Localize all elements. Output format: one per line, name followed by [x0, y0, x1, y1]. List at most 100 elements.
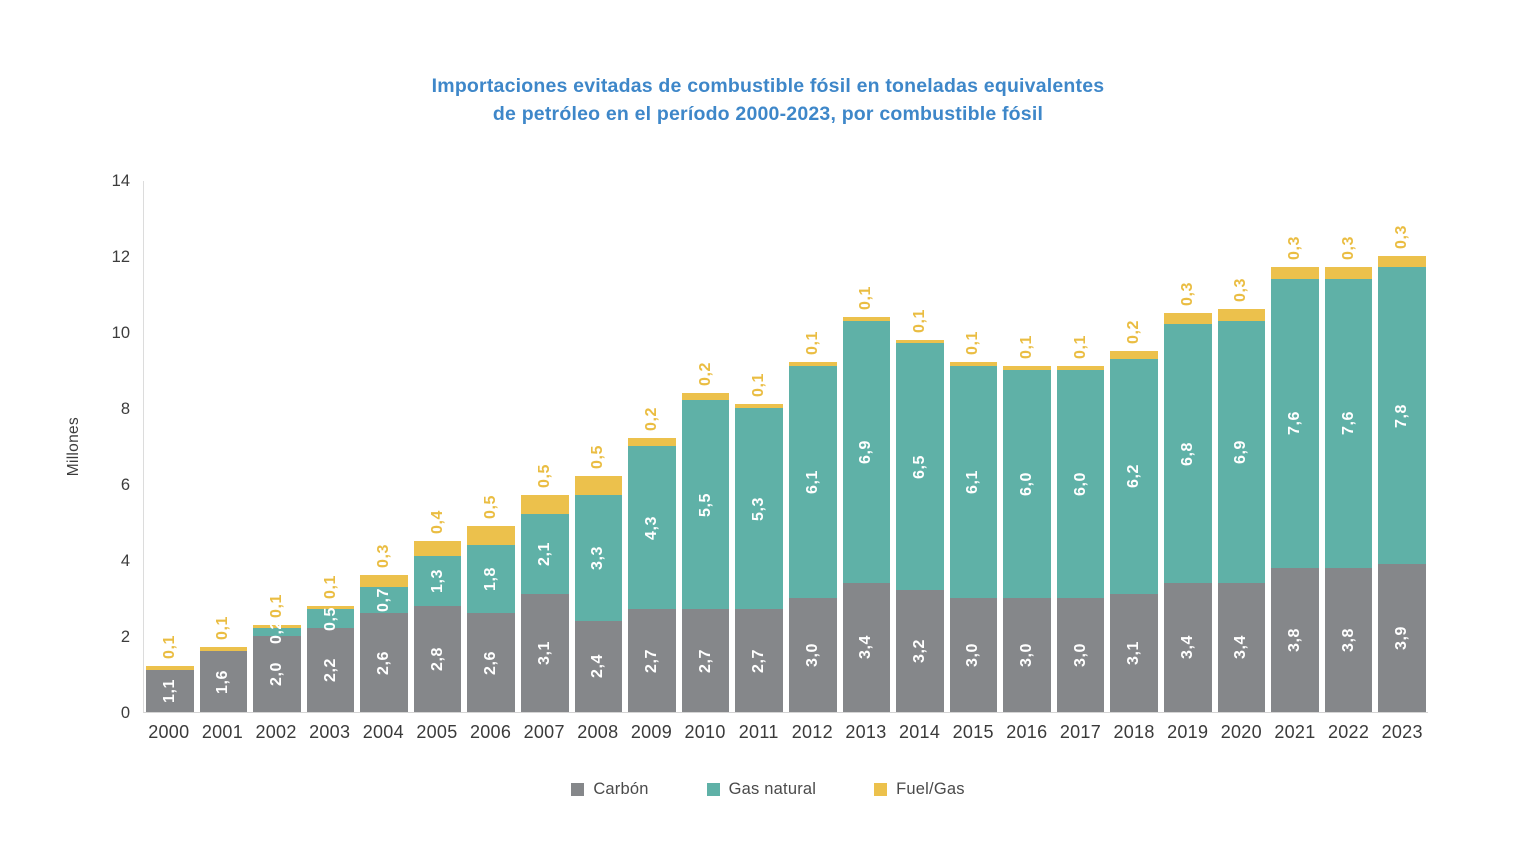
y-axis-title-text: Millones [65, 417, 82, 477]
bar-2021: 0,3 7,6 3,8 [1271, 181, 1319, 712]
fuel-value-label: 0,5 [482, 494, 500, 519]
bar-2019: 0,3 6,8 3,4 [1163, 181, 1212, 712]
segment-fuel-gas-2001 [199, 647, 248, 652]
segment-value-label: 2,6 [375, 650, 393, 675]
segment-value-label: 2,2 [321, 658, 339, 683]
segment-gas-natural-2013: 6,9 [842, 320, 891, 583]
segment-fuel-gas-2008 [574, 476, 623, 496]
segment-carb-n-2021: 3,8 [1271, 567, 1319, 712]
segment-carb-n-2011: 2,7 [735, 609, 783, 712]
x-label-2008: 2008 [577, 722, 619, 742]
bar-2009: 0,2 4,3 2,7 [628, 181, 676, 712]
segment-carb-n-2005: 2,8 [413, 605, 462, 712]
segment-value-label: 3,8 [1285, 627, 1303, 652]
segment-value-label: 2,7 [642, 648, 660, 673]
bar-2023: 0,3 7,8 3,9 [1378, 181, 1426, 712]
bar-2012: 0,1 6,1 3,0 [788, 181, 837, 712]
segment-carb-n-2010: 2,7 [681, 609, 730, 712]
bar-2007: 0,5 2,1 3,1 [521, 181, 569, 712]
segment-value-label: 3,8 [1339, 627, 1357, 652]
y-tick-0: 0 [120, 704, 130, 722]
segment-fuel-gas-2020 [1217, 309, 1266, 321]
y-axis-ticks: 0 2 4 6 8 10 12 14 [90, 172, 130, 722]
segment-gas-natural-2021: 7,6 [1271, 278, 1319, 568]
segment-fuel-gas-2017 [1056, 366, 1105, 370]
segment-value-label: 2,4 [589, 654, 607, 679]
segment-carb-n-2008: 2,4 [574, 620, 623, 712]
y-axis-title: Millones [62, 181, 86, 713]
x-label-2011: 2011 [738, 722, 779, 742]
segment-carb-n-2016: 3,0 [1003, 598, 1051, 712]
segment-value-label: 3,1 [1125, 641, 1143, 666]
x-label-2015: 2015 [952, 722, 994, 742]
bar-2004: 0,3 0,7 2,6 [360, 181, 408, 712]
fuel-value-label: 0,5 [589, 445, 607, 470]
segment-value-label: 0,7 [375, 587, 393, 612]
fuel-value-label: 0,1 [857, 285, 875, 310]
segment-gas-natural-2010: 5,5 [681, 400, 730, 610]
segment-value-label: 3,0 [1071, 642, 1089, 668]
segment-value-label: 6,9 [1232, 439, 1250, 464]
segment-value-label: 3,4 [1232, 635, 1250, 660]
y-tick-14: 14 [111, 172, 130, 190]
segment-value-label: 2,1 [535, 542, 553, 567]
segment-gas-natural-2006: 1,8 [467, 544, 516, 614]
fuel-value-label: 0,1 [803, 331, 821, 356]
x-label-2000: 2000 [148, 722, 190, 742]
segment-fuel-gas-2015 [949, 362, 998, 367]
segment-value-label: 3,0 [803, 642, 821, 668]
segment-value-label: 0,5 [321, 606, 339, 631]
chart-title-line1: Importaciones evitadas de combustible fó… [431, 75, 1105, 97]
segment-carb-n-2012: 3,0 [788, 598, 837, 712]
segment-carb-n-2002: 2,0 [253, 636, 301, 712]
segment-value-label: 1,8 [482, 566, 500, 592]
bar-2014: 0,1 6,5 3,2 [896, 181, 944, 712]
segment-value-label: 2,6 [482, 650, 500, 675]
legend-item-gas-natural: Gas natural [706, 780, 817, 799]
fuel-value-label: 0,5 [535, 464, 553, 489]
segment-fuel-gas-2012 [788, 362, 837, 367]
x-label-2022: 2022 [1327, 722, 1370, 742]
segment-carb-n-2001: 1,6 [199, 651, 248, 712]
segment-fuel-gas-2005 [413, 541, 462, 557]
y-tick-6: 6 [120, 476, 130, 494]
bar-2016: 0,1 6,0 3,0 [1003, 181, 1051, 712]
segment-value-label: 3,1 [535, 641, 553, 666]
x-label-2005: 2005 [416, 722, 458, 742]
segment-value-label: 2,7 [696, 648, 714, 673]
segment-fuel-gas-2013 [842, 316, 891, 321]
segment-gas-natural-2003: 0,5 [306, 606, 355, 631]
segment-carb-n-2014: 3,2 [896, 590, 944, 712]
segment-carb-n-2020: 3,4 [1217, 582, 1266, 712]
segment-fuel-gas-2009 [628, 438, 676, 447]
fuel-value-label: 0,4 [428, 509, 446, 534]
segment-gas-natural-2002: 0,2 [253, 620, 301, 644]
plot-area: 0,1 1,1 0,1 1,6 0,1 0,2 2,0 0,1 0,5 2,2 0,3 0,7 2,6 0… [143, 181, 1428, 713]
x-label-2016: 2016 [1006, 722, 1048, 742]
legend-item-carb-n: Carbón [571, 780, 648, 799]
x-label-2012: 2012 [791, 722, 833, 742]
y-tick-10: 10 [111, 324, 130, 342]
x-label-2003: 2003 [309, 722, 351, 742]
x-label-2014: 2014 [898, 722, 941, 742]
segment-fuel-gas-2000 [146, 666, 194, 671]
fuel-value-label: 0,3 [1339, 236, 1357, 261]
segment-fuel-gas-2019 [1163, 313, 1212, 325]
y-tick-2: 2 [120, 628, 130, 646]
chart-title: Importaciones evitadas de combustible fó… [0, 72, 1536, 128]
segment-gas-natural-2004: 0,7 [360, 586, 408, 614]
x-label-2017: 2017 [1059, 722, 1102, 742]
segment-value-label: 7,8 [1393, 403, 1411, 428]
segment-value-label: 6,2 [1125, 464, 1143, 489]
segment-gas-natural-2022: 7,6 [1324, 278, 1373, 568]
segment-value-label: 2,8 [428, 646, 446, 671]
segment-value-label: 3,0 [964, 642, 982, 668]
fuel-value-label: 0,2 [696, 361, 714, 386]
segment-value-label: 6,1 [964, 470, 982, 495]
segment-carb-n-2007: 3,1 [521, 594, 569, 712]
segment-fuel-gas-2004 [360, 575, 408, 587]
legend-item-fuel-gas: Fuel/Gas [874, 780, 965, 799]
bar-2011: 0,1 5,3 2,7 [735, 181, 783, 712]
bars-container: 0,1 1,1 0,1 1,6 0,1 0,2 2,0 0,1 0,5 2,2 0,3 0,7 2,6 0… [144, 181, 1428, 712]
fuel-value-label: 0,3 [1232, 278, 1250, 303]
